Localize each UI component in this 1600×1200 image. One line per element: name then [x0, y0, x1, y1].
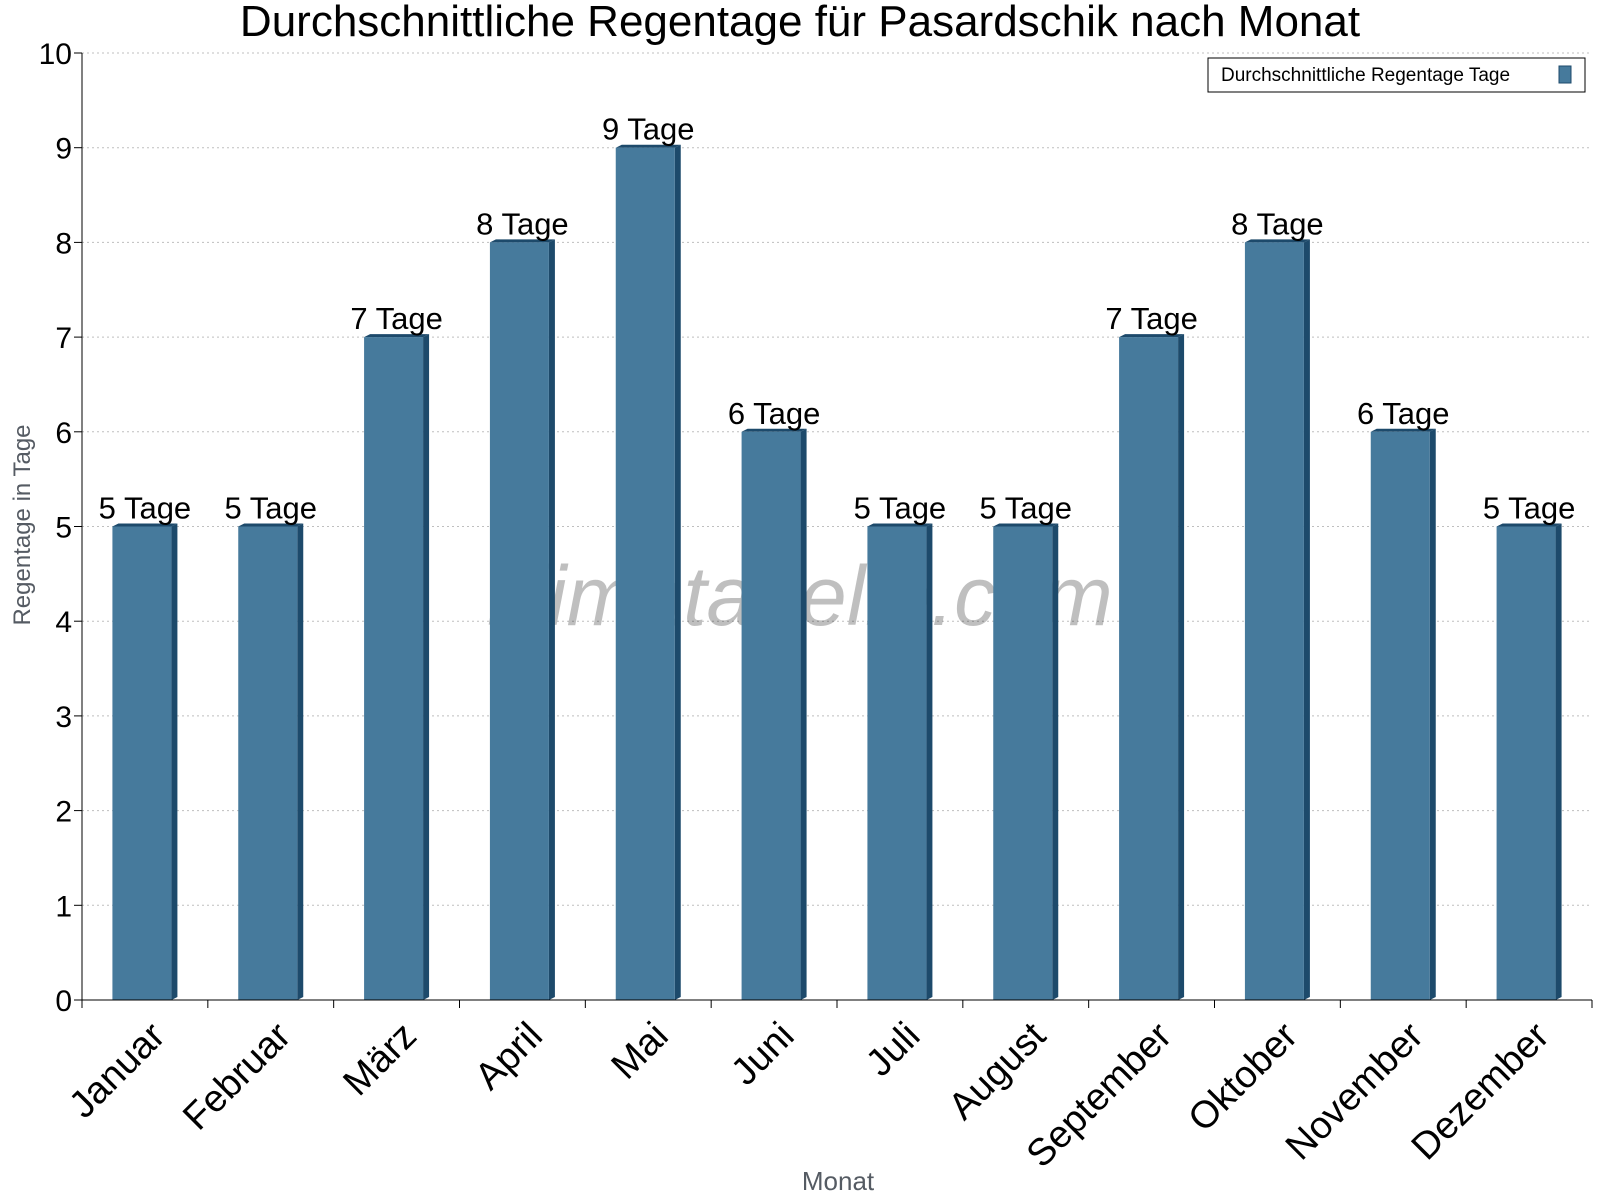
bar-top [1119, 334, 1185, 338]
bar-side [674, 144, 681, 1000]
x-tick-label: August [941, 1014, 1055, 1128]
y-tick-label: 10 [39, 38, 72, 71]
data-label: 9 Tage [602, 112, 695, 147]
bar-side [1555, 523, 1562, 1000]
bar-4 [489, 239, 555, 1000]
y-tick-label: 8 [55, 227, 72, 260]
data-label: 7 Tage [1105, 301, 1198, 336]
bar-10 [1244, 239, 1310, 1000]
bar-3 [364, 334, 430, 1001]
bar-front [615, 147, 675, 1000]
bar-side [171, 523, 178, 1000]
y-tick-label: 0 [55, 985, 72, 1018]
gridlines [82, 52, 1592, 906]
chart-title: Durchschnittliche Regentage für Pasardsc… [240, 0, 1360, 46]
bar-top [364, 334, 430, 338]
data-label: 5 Tage [1483, 491, 1576, 526]
y-tick-label: 5 [55, 512, 72, 545]
y-tick-label: 7 [55, 322, 72, 355]
x-tick-label: Juni [723, 1015, 802, 1094]
bar-front [364, 337, 424, 1001]
x-tick-label: Juli [858, 1015, 928, 1085]
bar-side [297, 523, 304, 1000]
data-label: 8 Tage [476, 206, 569, 241]
bar-side [548, 239, 555, 1000]
x-tick-label: Mai [604, 1015, 677, 1088]
bar-side [1303, 239, 1310, 1000]
bar-top [993, 523, 1059, 527]
bar-top [867, 523, 933, 527]
y-axis-title: Regentage in Tage [9, 424, 36, 625]
legend-swatch [1558, 65, 1572, 84]
bar-front [489, 242, 549, 1000]
bars [112, 144, 1562, 1001]
bar-9 [1119, 334, 1185, 1001]
y-tick-label: 2 [55, 796, 72, 829]
bar-12 [1496, 523, 1562, 1000]
bar-front [741, 431, 801, 1000]
x-axis-title: Monat [802, 1166, 875, 1196]
x-tick-label: Dezember [1404, 1014, 1558, 1168]
data-label: 5 Tage [854, 491, 947, 526]
y-tick-label: 6 [55, 417, 72, 450]
bar-front [238, 526, 298, 1000]
bar-2 [238, 523, 304, 1000]
bar-top [1370, 428, 1436, 432]
bar-5 [615, 144, 681, 1000]
x-tick-label: November [1278, 1014, 1432, 1168]
data-label: 5 Tage [224, 491, 317, 526]
bar-side [423, 334, 430, 1001]
bar-top [112, 523, 178, 527]
bar-front [1119, 337, 1179, 1001]
bar-1 [112, 523, 178, 1000]
legend: Durchschnittliche Regentage Tage [1207, 57, 1586, 93]
x-tick-label: Februar [175, 1014, 299, 1138]
x-axis-ticks: Januar Februar März April Mai Juni Juli AugustS… [61, 1000, 1593, 1176]
bar-top [1244, 239, 1310, 243]
bar-side [926, 523, 933, 1000]
bar-8 [993, 523, 1059, 1000]
bar-side [1178, 334, 1185, 1001]
y-tick-label: 9 [55, 133, 72, 166]
x-tick-label: Januar [61, 1014, 173, 1126]
y-tick-label: 3 [55, 701, 72, 734]
bar-side [800, 428, 807, 1000]
bar-front [867, 526, 927, 1000]
x-tick-label: April [467, 1015, 550, 1098]
x-tick-label: März [336, 1015, 425, 1104]
bar-top [1496, 523, 1562, 527]
legend-label: Durchschnittliche Regentage Tage [1221, 65, 1510, 86]
bar-front [1496, 526, 1556, 1000]
bar-front [1244, 242, 1304, 1000]
x-tick-label: Oktober [1181, 1014, 1307, 1140]
bar-top [615, 144, 681, 148]
bar-top [741, 428, 807, 432]
bar-front [1370, 431, 1430, 1000]
data-label: 7 Tage [350, 301, 443, 336]
data-label: 8 Tage [1231, 206, 1324, 241]
y-axis-ticks: 0 1 2 3 4 5 6 7 8 9 10 [39, 38, 82, 1018]
bar-7 [867, 523, 933, 1000]
data-labels: 5 Tage 5 Tage 7 Tage 8 Tage 9 Tage 6 Tage 5 Ta… [99, 112, 1576, 526]
bar-top [238, 523, 304, 527]
bar-top [489, 239, 555, 243]
bar-side [1429, 428, 1436, 1000]
bar-11 [1370, 428, 1436, 1000]
bar-front [993, 526, 1053, 1000]
bar-side [1052, 523, 1059, 1000]
data-label: 6 Tage [728, 396, 821, 431]
y-tick-label: 1 [55, 890, 72, 923]
data-label: 5 Tage [979, 491, 1072, 526]
legend-box [1207, 57, 1586, 93]
bar-front [112, 526, 172, 1000]
y-tick-label: 4 [55, 606, 72, 639]
data-label: 5 Tage [99, 491, 192, 526]
data-label: 6 Tage [1357, 396, 1450, 431]
bar-6 [741, 428, 807, 1000]
